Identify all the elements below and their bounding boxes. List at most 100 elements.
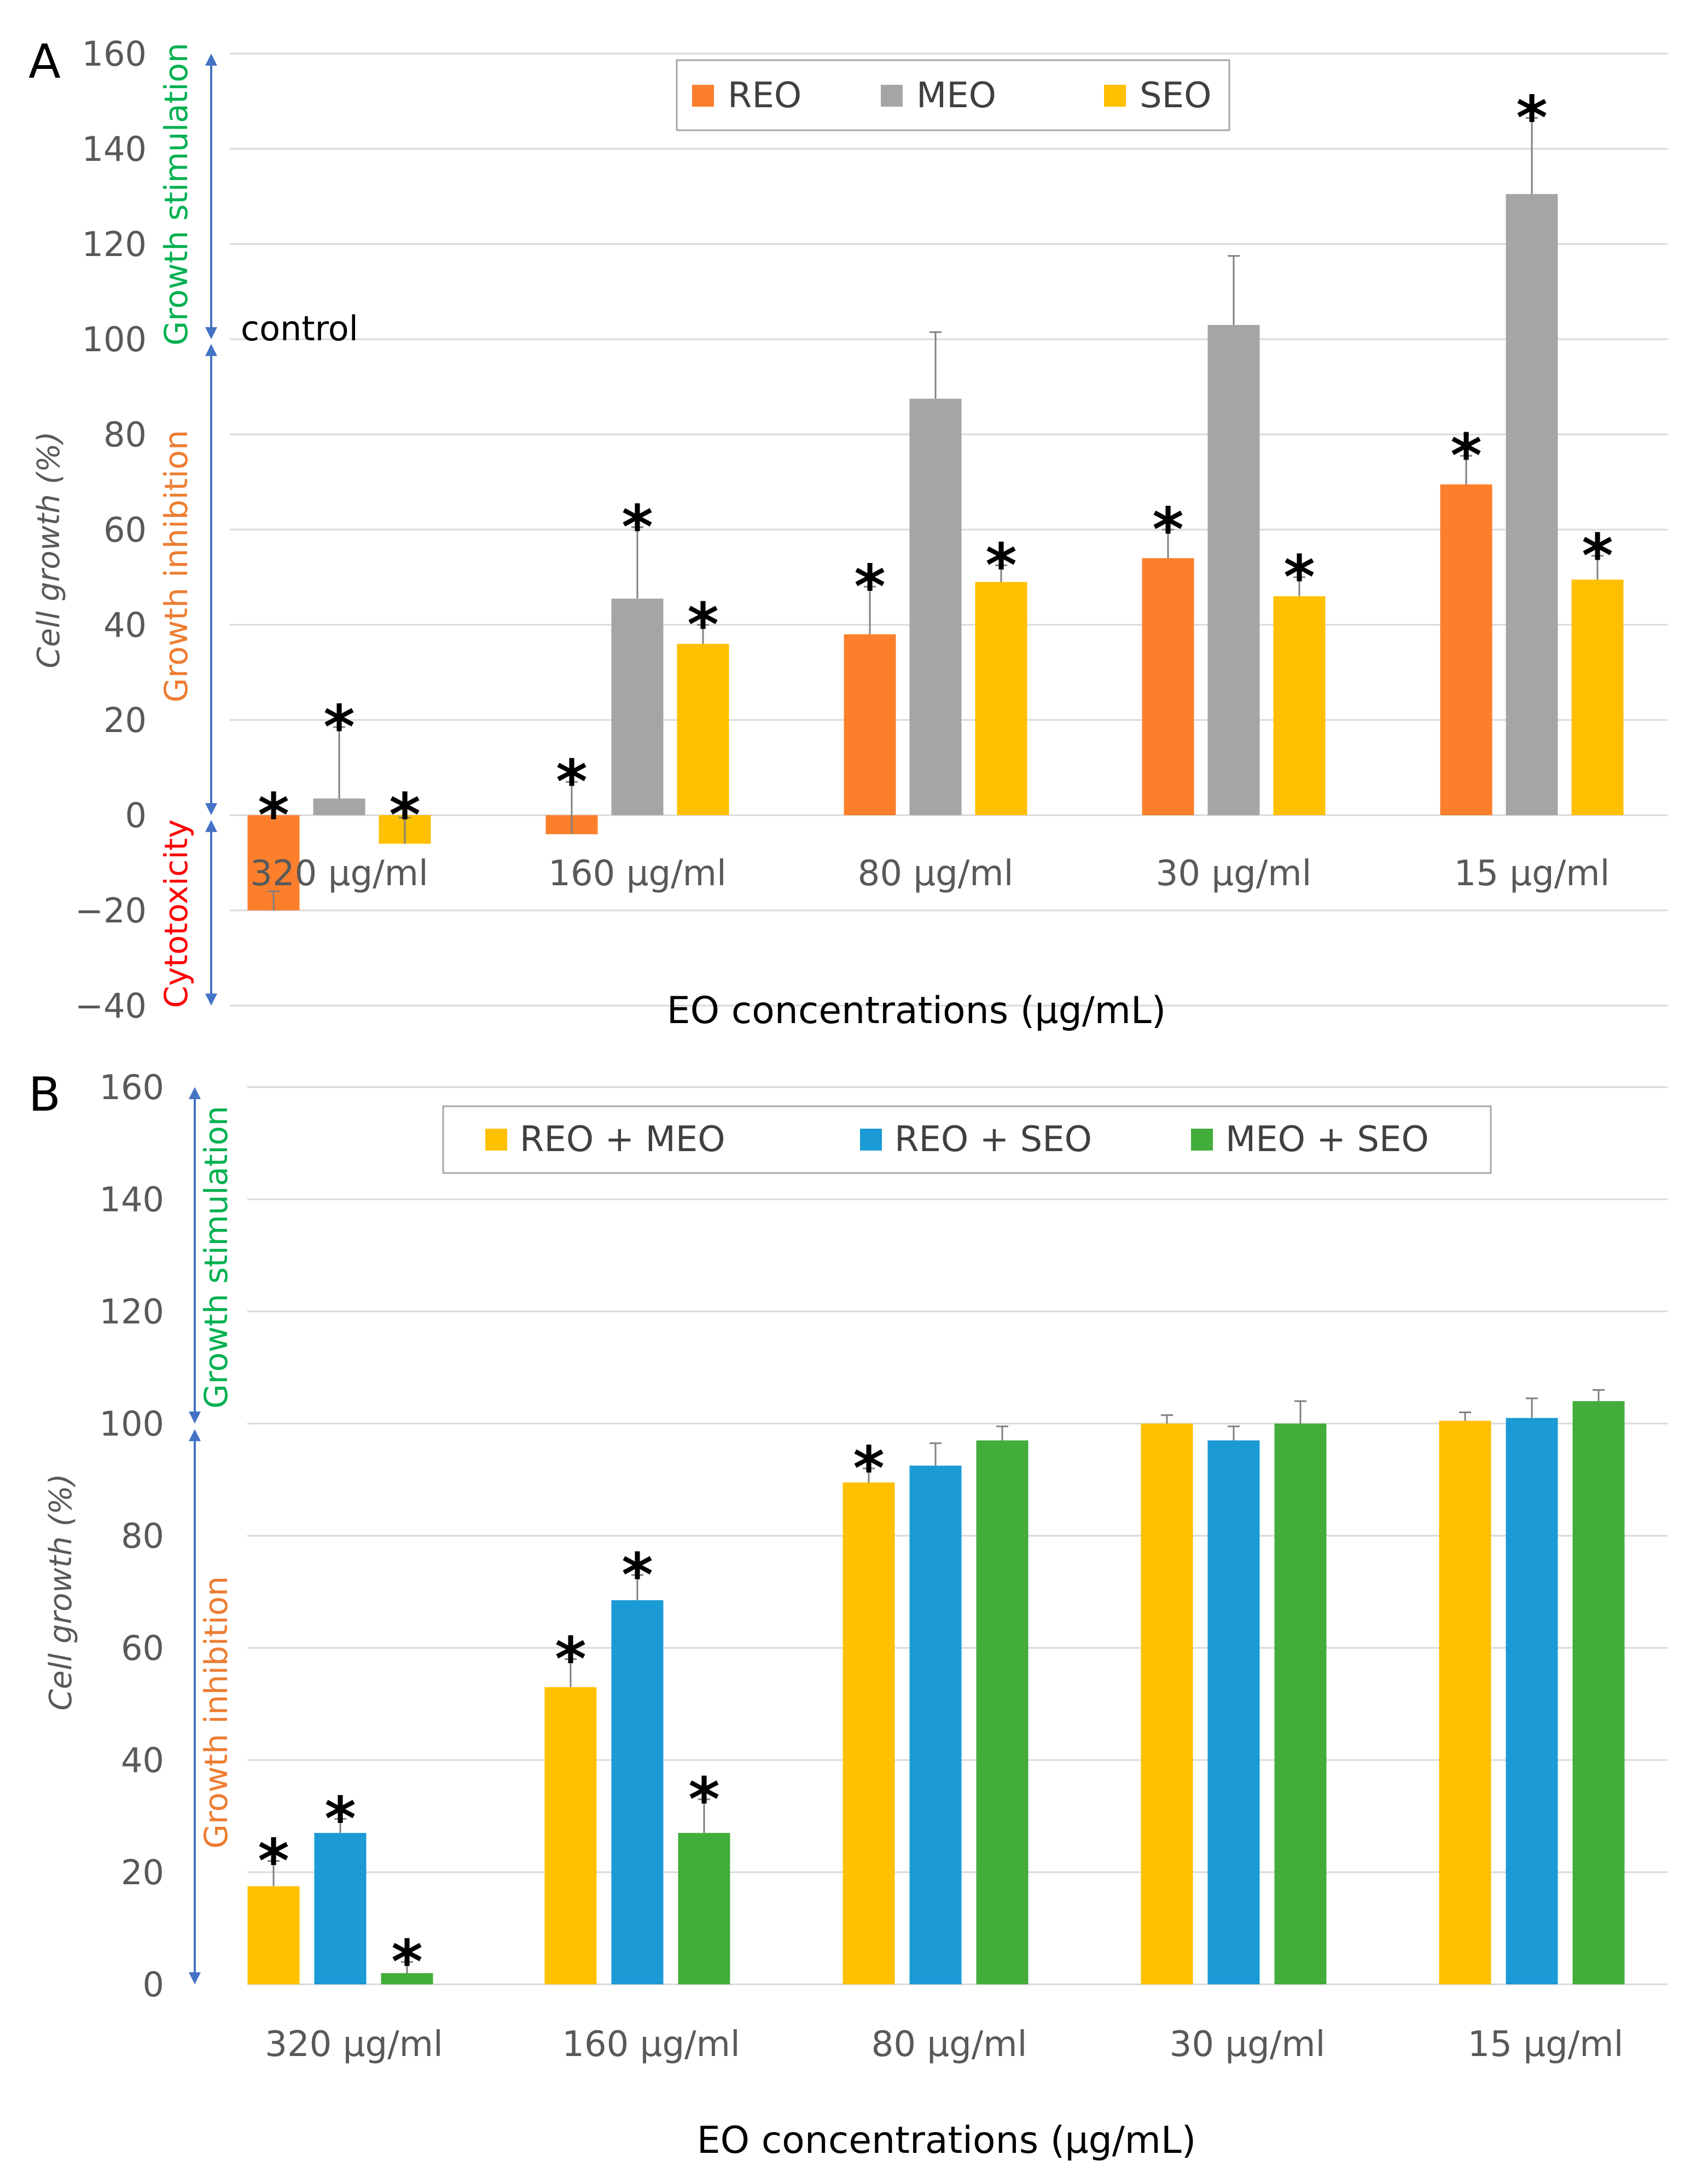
panel-a-legend-label-meo: MEO <box>916 76 996 116</box>
y-tick-label: 80 <box>103 415 147 455</box>
significance-asterisk: * <box>853 1433 885 1503</box>
bar <box>843 1482 895 1984</box>
x-tick-label: 80 µg/ml <box>858 853 1014 894</box>
bar <box>1274 1424 1327 1984</box>
bar <box>381 1973 433 1984</box>
bar <box>1207 324 1260 815</box>
bar <box>1571 579 1624 815</box>
panel-a-legend-swatch-reo <box>692 85 714 107</box>
bar <box>611 599 664 815</box>
panel-a-legend-swatch-seo <box>1104 85 1126 107</box>
y-tick-label: 120 <box>100 1292 164 1332</box>
panel-a-x-tick-labels: 320 µg/ml 160 µg/ml 80 µg/ml 30 µg/ml 15 µg/… <box>250 853 1610 894</box>
bar <box>975 582 1027 815</box>
panel-b-bars: * * * * * * * <box>247 1389 1625 1997</box>
panel-b-legend-box <box>442 1105 1492 1174</box>
significance-asterisk: * <box>985 530 1017 600</box>
panel-b-arrows <box>189 1087 201 1984</box>
significance-asterisk: * <box>854 551 886 622</box>
y-tick-label: 80 <box>121 1516 164 1556</box>
band-arrow-head-down <box>189 1972 201 1984</box>
bar <box>611 1600 664 1984</box>
band-arrow-head-down <box>205 327 217 339</box>
bar <box>314 1833 367 1984</box>
band-arrow-head-down <box>205 803 217 815</box>
panel-a-band-growth-stimulation: Growth stimulation <box>158 43 195 345</box>
bar <box>1439 1420 1491 1984</box>
bar <box>1142 558 1194 815</box>
panel-b-x-tick-labels: 320 µg/ml 160 µg/ml 80 µg/ml 30 µg/ml 15 µg/… <box>265 2024 1623 2065</box>
panel-a-legend-label-seo: SEO <box>1140 76 1211 116</box>
y-tick-label: 60 <box>103 510 147 550</box>
significance-asterisk: * <box>389 780 421 850</box>
bar <box>909 1465 962 1984</box>
x-tick-label: 160 µg/ml <box>548 853 727 894</box>
panel-a-legend-box <box>676 59 1230 131</box>
panel-b-legend-label-reo-meo: REO + MEO <box>520 1119 725 1160</box>
panel-a-legend-swatch-meo <box>881 85 903 107</box>
y-tick-label: 0 <box>143 1965 164 2005</box>
significance-asterisk: * <box>324 1784 356 1854</box>
y-tick-label: 20 <box>103 700 147 740</box>
bar <box>247 1886 300 1984</box>
band-arrow-head-up <box>205 820 217 832</box>
bar <box>844 634 896 815</box>
y-tick-label: 100 <box>82 320 147 359</box>
band-arrow-head-up <box>189 1087 201 1099</box>
panel-b-x-axis-label: EO concentrations (µg/mL) <box>697 2119 1196 2162</box>
y-tick-label: 160 <box>82 34 147 74</box>
significance-asterisk: * <box>555 1624 586 1694</box>
x-tick-label: 15 µg/ml <box>1454 853 1610 894</box>
y-tick-label: 40 <box>121 1740 164 1780</box>
significance-asterisk: * <box>1450 421 1482 491</box>
y-tick-label: 40 <box>103 605 147 645</box>
panel-a-bars: * * * * * * * * * * * * * <box>247 83 1624 910</box>
panel-a-x-axis-label: EO concentrations (µg/mL) <box>667 989 1166 1032</box>
band-arrow-head-down <box>205 994 217 1006</box>
band-arrow-head-up <box>205 54 217 66</box>
bar <box>544 1687 597 1984</box>
bar <box>677 643 729 815</box>
significance-asterisk: * <box>1582 521 1613 591</box>
panel-b-letter: B <box>28 1067 61 1122</box>
significance-asterisk: * <box>391 1927 423 1997</box>
panel-b-band-growth-stimulation: Growth stimulation <box>197 1106 235 1408</box>
y-tick-label: 0 <box>125 795 147 835</box>
bar <box>313 798 365 815</box>
y-tick-label: 60 <box>121 1628 164 1668</box>
panel-b-legend: REO + MEO REO + SEO MEO + SEO <box>442 1105 1492 1174</box>
significance-asterisk: * <box>1152 495 1184 565</box>
significance-asterisk: * <box>258 1826 289 1896</box>
x-tick-label: 80 µg/ml <box>872 2024 1027 2065</box>
panel-a-arrows <box>205 54 217 1006</box>
bar <box>909 398 962 815</box>
x-tick-label: 15 µg/ml <box>1468 2024 1624 2065</box>
panel-a-band-growth-inhibition: Growth inhibition <box>158 430 195 702</box>
panel-a-band-cytotoxicity: Cytotoxicity <box>158 820 195 1008</box>
bar <box>1141 1424 1193 1984</box>
significance-asterisk: * <box>1283 542 1315 612</box>
y-tick-label: 140 <box>82 129 147 169</box>
y-tick-label: 20 <box>121 1852 164 1892</box>
panel-a: A −40 −20 0 20 40 60 80 100 120 140 160 Cell growt… <box>28 34 1668 1032</box>
bar <box>1572 1401 1625 1984</box>
significance-asterisk: * <box>687 590 719 660</box>
panel-b-band-growth-inhibition: Growth inhibition <box>197 1576 235 1849</box>
panel-b-legend-label-reo-seo: REO + SEO <box>894 1119 1092 1160</box>
panel-a-legend: REO MEO SEO <box>676 59 1230 131</box>
y-tick-label: 160 <box>100 1067 164 1107</box>
panel-b-legend-label-meo-seo: MEO + SEO <box>1225 1119 1429 1160</box>
bar <box>1440 484 1492 815</box>
band-arrow-head-up <box>189 1429 201 1442</box>
bar <box>1273 596 1326 815</box>
panel-a-legend-label-reo: REO <box>728 76 801 116</box>
significance-asterisk: * <box>1516 83 1548 153</box>
panel-a-letter: A <box>28 34 61 89</box>
y-tick-label: −20 <box>75 891 147 931</box>
panel-a-y-ticks: −40 −20 0 20 40 60 80 100 120 140 160 <box>75 34 147 1026</box>
y-tick-label: 120 <box>82 224 147 264</box>
bar <box>1207 1440 1260 1984</box>
bar <box>1506 194 1558 815</box>
